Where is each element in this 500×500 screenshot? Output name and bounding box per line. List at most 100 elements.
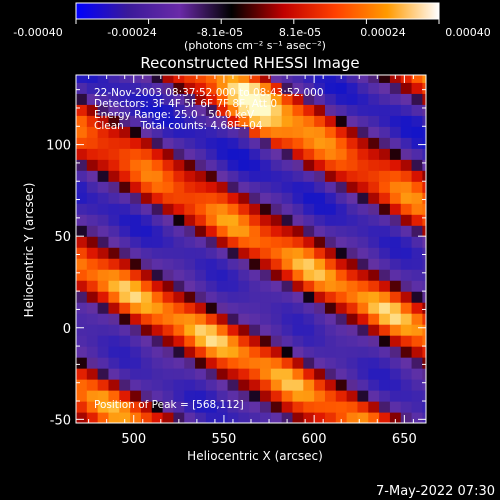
heatmap-cell xyxy=(422,75,426,83)
heatmap-cell xyxy=(346,247,359,259)
heatmap-cell xyxy=(368,203,380,215)
heatmap-cell xyxy=(368,357,380,369)
heatmap-cell xyxy=(195,269,207,281)
heatmap-cell xyxy=(97,214,110,226)
heatmap-cell xyxy=(227,148,239,160)
heatmap-cell xyxy=(389,291,402,303)
heatmap-cell xyxy=(249,126,261,138)
heatmap-cell xyxy=(130,159,142,171)
heatmap-cell xyxy=(130,225,142,237)
heatmap-cell xyxy=(184,258,196,270)
heatmap-cell xyxy=(292,379,304,391)
heatmap-cell xyxy=(195,203,207,215)
heatmap-cell xyxy=(411,137,423,149)
heatmap-cell xyxy=(238,159,250,171)
heatmap-cell xyxy=(108,203,120,215)
heatmap-cell xyxy=(346,170,359,182)
heatmap-cell xyxy=(292,192,304,204)
heatmap-cell xyxy=(238,203,250,215)
heatmap-cell xyxy=(249,115,261,127)
heatmap-cell xyxy=(281,313,294,325)
heatmap-cell xyxy=(314,203,326,215)
heatmap-cell xyxy=(86,302,99,314)
heatmap-cell xyxy=(411,104,423,116)
heatmap-cell xyxy=(303,93,315,105)
heatmap-cell xyxy=(108,379,120,391)
heatmap-cell xyxy=(324,159,337,171)
annotation-energy-range: Energy Range: 25.0 - 50.0 keV xyxy=(94,109,255,121)
heatmap-cell xyxy=(422,159,426,171)
heatmap-cell xyxy=(76,181,88,193)
heatmap-cell xyxy=(281,412,294,423)
heatmap-cell xyxy=(108,335,120,347)
heatmap-cell xyxy=(184,335,196,347)
heatmap-cell xyxy=(216,313,229,325)
heatmap-cell xyxy=(324,247,337,259)
heatmap-cell xyxy=(97,346,110,358)
heatmap-cell xyxy=(270,75,283,83)
heatmap-cell xyxy=(227,82,239,94)
heatmap-cell xyxy=(140,115,153,127)
heatmap-cell xyxy=(324,126,337,138)
heatmap-cell xyxy=(314,93,326,105)
heatmap-cell xyxy=(411,357,423,369)
heatmap-cell xyxy=(249,379,261,391)
heatmap-cell xyxy=(205,93,218,105)
heatmap-cell xyxy=(303,269,315,281)
heatmap-cell xyxy=(97,181,110,193)
heatmap-cell xyxy=(130,412,142,423)
heatmap-cell xyxy=(140,379,153,391)
heatmap-cell xyxy=(422,115,426,127)
y-axis-label: Heliocentric Y (arcsec) xyxy=(22,183,36,318)
heatmap-cell xyxy=(173,346,185,358)
heatmap-cell xyxy=(173,148,185,160)
heatmap-cell xyxy=(184,247,196,259)
heatmap-cell xyxy=(368,368,380,380)
heatmap-cell xyxy=(346,379,359,391)
heatmap-cell xyxy=(238,313,250,325)
heatmap-cell xyxy=(346,181,359,193)
heatmap-cell xyxy=(119,192,131,204)
heatmap-cell xyxy=(379,82,391,94)
y-tick-label: -50 xyxy=(50,413,71,428)
heatmap-cell xyxy=(346,335,359,347)
heatmap-cell xyxy=(379,346,391,358)
heatmap-cell xyxy=(130,126,142,138)
heatmap-cell xyxy=(379,335,391,347)
heatmap-cell xyxy=(151,324,164,336)
heatmap-cell xyxy=(130,269,142,281)
heatmap-cell xyxy=(162,324,175,336)
heatmap-cell xyxy=(216,236,229,248)
heatmap-cell xyxy=(76,390,88,402)
heatmap-cell xyxy=(314,357,326,369)
heatmap-cell xyxy=(292,313,304,325)
heatmap-cell xyxy=(260,236,272,248)
heatmap-cell xyxy=(260,82,272,94)
heatmap-cell xyxy=(249,390,261,402)
heatmap-cell xyxy=(292,247,304,259)
heatmap-cell xyxy=(140,258,153,270)
heatmap-cell xyxy=(184,280,196,292)
heatmap-cell xyxy=(379,104,391,116)
heatmap-cell xyxy=(411,148,423,160)
heatmap-cell xyxy=(411,379,423,391)
heatmap-cell xyxy=(400,203,413,215)
heatmap-cell xyxy=(86,291,99,303)
heatmap-cell xyxy=(151,93,164,105)
heatmap-cell xyxy=(184,75,196,83)
heatmap-cell xyxy=(357,412,369,423)
heatmap-cell xyxy=(249,280,261,292)
heatmap-cell xyxy=(227,346,239,358)
heatmap-cell xyxy=(140,280,153,292)
heatmap-cell xyxy=(227,335,239,347)
colorbar-unit-label: (photons cm⁻² s⁻¹ asec⁻²) xyxy=(184,39,326,52)
heatmap-cell xyxy=(119,269,131,281)
heatmap-cell xyxy=(292,214,304,226)
heatmap-cell xyxy=(249,291,261,303)
heatmap-cell xyxy=(130,346,142,358)
heatmap-cell xyxy=(357,82,369,94)
heatmap-cell xyxy=(314,379,326,391)
heatmap-cell xyxy=(108,247,120,259)
heatmap-cell xyxy=(97,170,110,182)
heatmap-cell xyxy=(119,412,131,423)
